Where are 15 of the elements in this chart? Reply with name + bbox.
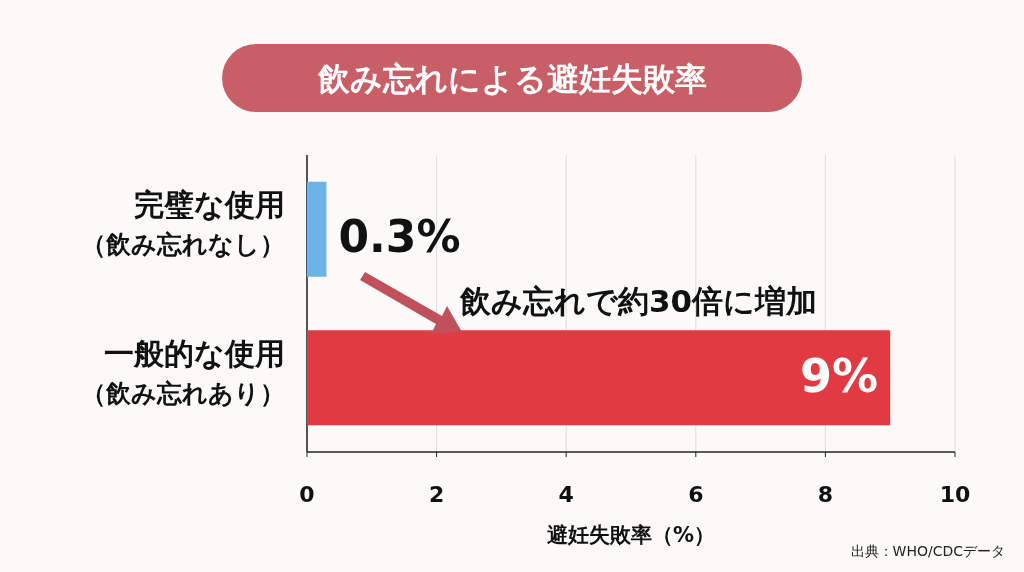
annotation: 飲み忘れで約30倍に増加 [459, 283, 818, 319]
title: 飲み忘れによる避妊失敗率 [222, 44, 802, 112]
x-tick-label: 0 [299, 482, 315, 507]
data-label: 9% [800, 348, 879, 403]
x-tick-label: 6 [688, 482, 704, 507]
x-tick-label: 2 [428, 482, 445, 507]
source-note: 出典：WHO/CDCデータ [850, 543, 1005, 559]
y-tick-label: 完璧な使用（飲み忘れなし） [81, 187, 285, 260]
y-tick-label: 一般的な使用（飲み忘れあり） [81, 335, 285, 408]
x-tick-label: 10 [939, 482, 971, 507]
x-tick-label: 8 [817, 482, 834, 507]
x-axis-title: 避妊失敗率（%） [546, 523, 716, 547]
x-tick-label: 4 [558, 482, 574, 507]
data-label: 0.3% [338, 211, 461, 262]
chart-title: 飲み忘れによる避妊失敗率 [316, 60, 707, 98]
